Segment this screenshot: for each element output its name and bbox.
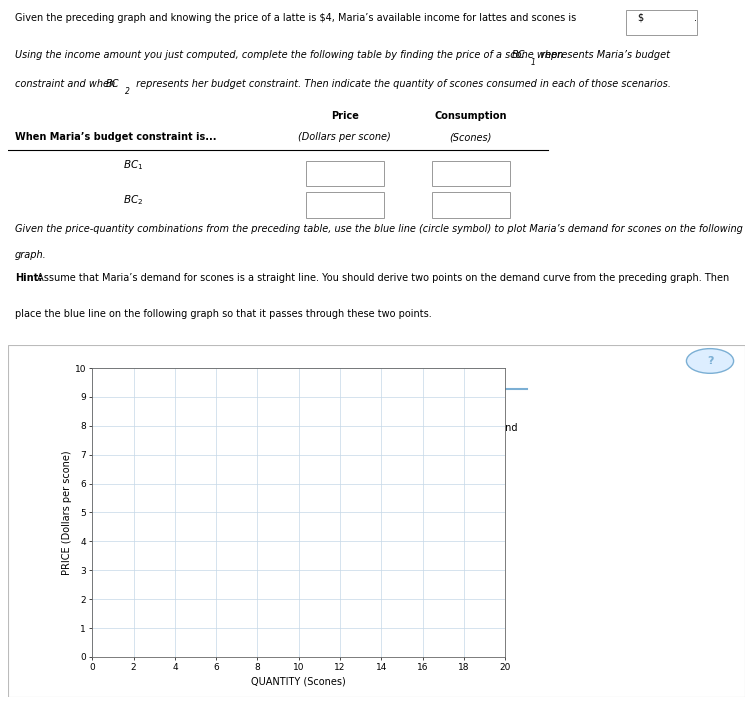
Text: (Dollars per scone): (Dollars per scone) [299, 132, 391, 142]
Ellipse shape [686, 349, 733, 373]
FancyBboxPatch shape [432, 192, 510, 218]
Text: When Maria’s budget constraint is...: When Maria’s budget constraint is... [15, 132, 216, 142]
Text: Given the price-quantity combinations from the preceding table, use the blue lin: Given the price-quantity combinations fr… [15, 224, 743, 234]
Text: constraint and when: constraint and when [15, 78, 118, 88]
X-axis label: QUANTITY (Scones): QUANTITY (Scones) [251, 677, 346, 687]
Text: Demand: Demand [476, 423, 517, 433]
Text: $\mathit{BC}_2$: $\mathit{BC}_2$ [123, 193, 144, 208]
Text: Using the income amount you just computed, complete the following table by findi: Using the income amount you just compute… [15, 50, 566, 60]
Text: graph.: graph. [15, 250, 47, 260]
Text: represents her budget constraint. Then indicate the quantity of scones consumed : represents her budget constraint. Then i… [133, 78, 671, 88]
Text: 2: 2 [125, 86, 130, 96]
FancyBboxPatch shape [626, 11, 696, 35]
Text: BC: BC [106, 78, 119, 88]
Y-axis label: PRICE (Dollars per scone): PRICE (Dollars per scone) [62, 450, 72, 574]
Text: Given the preceding graph and knowing the price of a latte is $4, Maria’s availa: Given the preceding graph and knowing th… [15, 13, 579, 23]
Text: Assume that Maria’s demand for scones is a straight line. You should derive two : Assume that Maria’s demand for scones is… [34, 273, 730, 283]
Text: Hint:: Hint: [15, 273, 42, 283]
FancyBboxPatch shape [432, 161, 510, 186]
Text: Consumption: Consumption [435, 111, 507, 122]
FancyBboxPatch shape [305, 192, 383, 218]
FancyBboxPatch shape [305, 161, 383, 186]
Text: place the blue line on the following graph so that it passes through these two p: place the blue line on the following gra… [15, 309, 432, 319]
FancyBboxPatch shape [8, 345, 745, 697]
Text: BC: BC [512, 50, 525, 60]
Text: Price: Price [330, 111, 358, 122]
Text: 1: 1 [531, 58, 536, 68]
Text: ?: ? [707, 356, 713, 366]
Text: $: $ [637, 13, 643, 23]
Text: .: . [694, 13, 697, 23]
Text: (Scones): (Scones) [449, 132, 492, 142]
Text: $\mathit{BC}_1$: $\mathit{BC}_1$ [123, 158, 144, 172]
Text: represents Maria’s budget: represents Maria’s budget [538, 50, 671, 60]
